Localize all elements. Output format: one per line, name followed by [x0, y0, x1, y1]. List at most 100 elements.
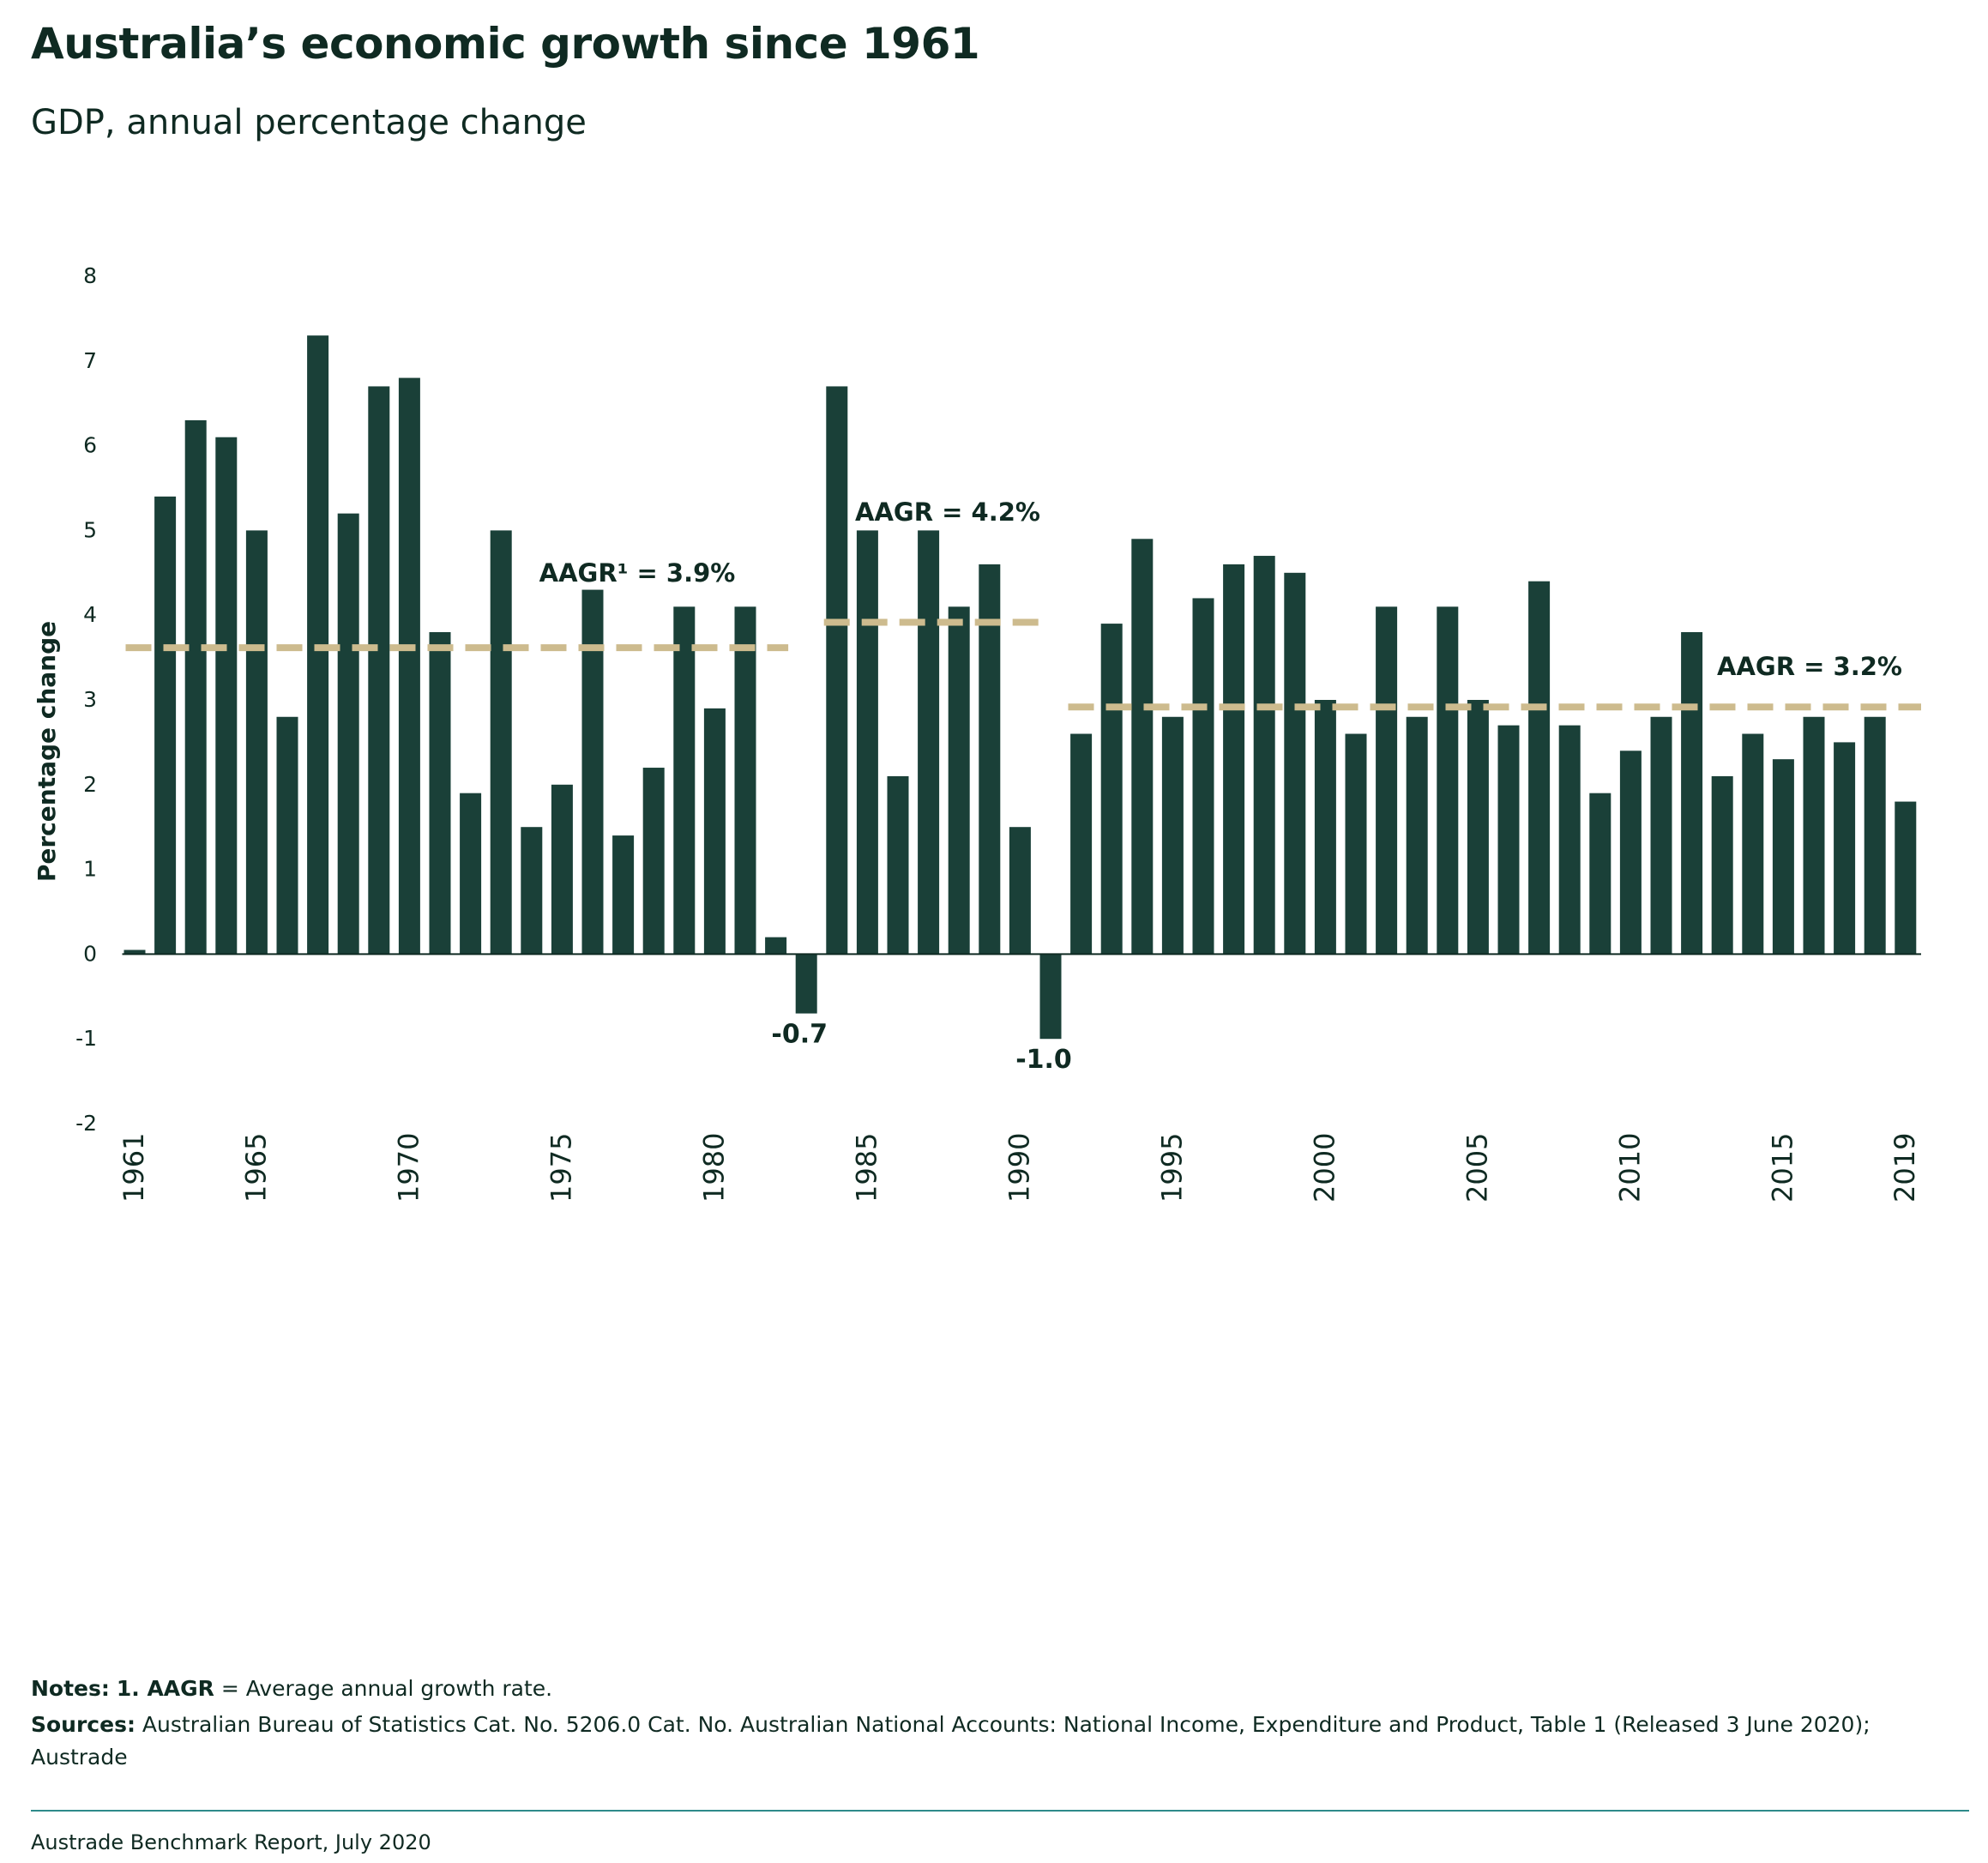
chart-notes: Notes: 1. AAGR = Average annual growth r…: [31, 1673, 1961, 1777]
bar-1966: [276, 716, 298, 955]
x-axis-ticks: 1961 1965 1970 1975 1980 1985 1990 1995 2000 2005…: [117, 1133, 1921, 1203]
notes-line: Notes: 1. AAGR = Average annual growth r…: [31, 1673, 1961, 1705]
bar-1995: [1161, 716, 1184, 955]
bar-1961: [123, 950, 146, 955]
bar-1977: [612, 835, 635, 955]
y-axis-label: Percentage change: [33, 621, 61, 882]
sources-label: Sources:: [31, 1712, 136, 1737]
y-tick-label: 5: [83, 517, 97, 542]
x-tick-label: 2019: [1889, 1133, 1921, 1203]
x-tick-label: 2005: [1461, 1133, 1493, 1203]
y-tick-label: 6: [83, 433, 97, 458]
x-tick-label: 1990: [1003, 1133, 1035, 1203]
bar-2005: [1467, 700, 1489, 955]
bar-2007: [1528, 581, 1551, 955]
bar-2000: [1314, 700, 1336, 955]
x-tick-label: 1995: [1155, 1133, 1188, 1203]
bar-1985: [856, 530, 878, 955]
y-tick-label: -1: [75, 1026, 97, 1051]
bar-1970: [398, 377, 420, 955]
bar-chart: 8 7 6 5 4 3 2 1 0 -1 -2 Percentage change AAGR¹ = …: [33, 263, 1921, 1203]
bar-1963: [184, 419, 207, 955]
bar-2016: [1803, 716, 1825, 955]
y-tick-label: 0: [83, 941, 97, 966]
y-tick-label: 4: [83, 602, 97, 627]
x-tick-label: 2010: [1613, 1133, 1646, 1203]
bar-1980: [703, 708, 726, 955]
bar-1973: [490, 530, 512, 955]
aagr-label-3: AAGR = 3.2%: [1717, 652, 1902, 681]
bar-2019: [1895, 801, 1917, 955]
bar-1994: [1131, 539, 1154, 955]
aagr-label-2: AAGR = 4.2%: [855, 497, 1040, 527]
bar-1968: [337, 513, 359, 955]
bar-1991: [1039, 954, 1062, 1040]
sources-line: Sources: Australian Bureau of Statistics…: [31, 1709, 1961, 1774]
note-number: 1. AAGR: [116, 1676, 214, 1701]
bar-2002: [1376, 606, 1398, 955]
bar-1997: [1223, 564, 1245, 955]
bar-1979: [673, 606, 696, 955]
bar-2003: [1406, 716, 1428, 955]
notes-label: Notes:: [31, 1676, 110, 1701]
bar-1999: [1284, 572, 1306, 955]
bar-1975: [551, 784, 573, 955]
data-labels: -0.7 -1.0: [771, 1020, 1071, 1076]
bar-2015: [1772, 759, 1794, 955]
y-tick-label: 7: [83, 348, 97, 373]
bar-1998: [1253, 556, 1275, 955]
x-tick-label: 2015: [1766, 1133, 1798, 1203]
bar-2008: [1558, 725, 1581, 955]
sources-text: Australian Bureau of Statistics Cat. No.…: [31, 1712, 1871, 1770]
bar-1971: [429, 631, 451, 955]
chart-subtitle: GDP, annual percentage change: [31, 103, 587, 142]
bar-2004: [1437, 606, 1459, 955]
bar-2006: [1497, 725, 1520, 955]
bar-1978: [642, 768, 665, 955]
note-text: = Average annual growth rate.: [214, 1676, 553, 1701]
data-label-1991: -1.0: [1015, 1045, 1072, 1075]
bar-1989: [979, 564, 1001, 955]
bar-1981: [734, 606, 756, 955]
bar-2018: [1864, 716, 1886, 955]
bar-1988: [948, 606, 970, 955]
bar-1993: [1100, 624, 1123, 955]
bar-2012: [1681, 631, 1703, 955]
bar-2011: [1650, 716, 1672, 955]
bar-2001: [1345, 733, 1367, 955]
y-tick-label: 3: [83, 687, 97, 712]
bar-1962: [154, 496, 177, 955]
bar-1986: [887, 775, 909, 955]
x-tick-label: 1961: [117, 1133, 150, 1203]
x-tick-label: 1970: [392, 1133, 425, 1203]
aagr-lines: AAGR¹ = 3.9% AAGR = 4.2% AAGR = 3.2%: [125, 497, 1921, 711]
bar-2009: [1589, 793, 1611, 955]
chart-title: Australia’s economic growth since 1961: [31, 19, 980, 69]
y-tick-label: 8: [83, 263, 97, 288]
footer-divider: [31, 1810, 1969, 1812]
bar-2017: [1834, 742, 1856, 955]
bar-2013: [1711, 775, 1733, 955]
x-tick-label: 2000: [1308, 1133, 1340, 1203]
y-tick-label: -2: [75, 1111, 97, 1136]
y-tick-label: 1: [83, 857, 97, 882]
aagr-label-1: AAGR¹ = 3.9%: [539, 558, 736, 588]
x-tick-label: 1985: [850, 1133, 883, 1203]
bar-2014: [1742, 733, 1764, 955]
bar-1964: [215, 437, 238, 955]
y-axis-ticks: 8 7 6 5 4 3 2 1 0 -1 -2: [75, 263, 97, 1136]
bar-1982: [765, 937, 787, 955]
bar-1969: [368, 386, 390, 955]
x-tick-label: 1975: [545, 1133, 577, 1203]
bar-1992: [1070, 733, 1093, 955]
bar-1984: [826, 386, 848, 955]
bar-1996: [1192, 598, 1214, 955]
bar-1990: [1009, 827, 1031, 955]
y-tick-label: 2: [83, 772, 97, 797]
bar-1983: [795, 954, 817, 1014]
bar-1987: [918, 530, 940, 955]
footer-text: Austrade Benchmark Report, July 2020: [31, 1830, 431, 1854]
bar-2010: [1619, 751, 1642, 955]
x-tick-label: 1965: [239, 1133, 272, 1203]
bar-1972: [460, 793, 482, 955]
